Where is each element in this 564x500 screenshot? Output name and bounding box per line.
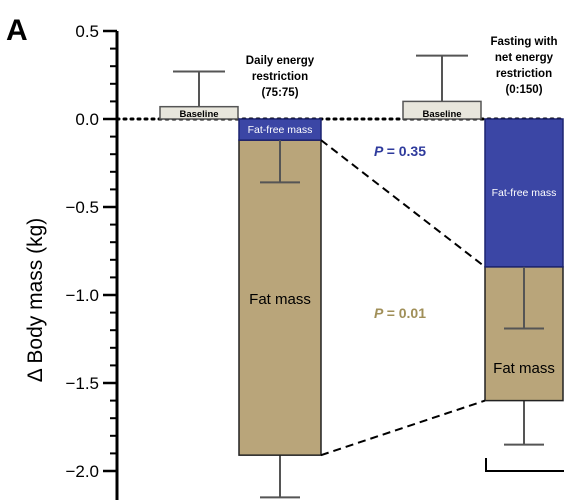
fm-connector-line [320, 399, 486, 457]
y-tick-label: 0.5 [75, 22, 99, 41]
fasting-restriction-fat-free-mass-label: Fat-free mass [492, 187, 557, 199]
daily-restriction-group-label: restriction [252, 71, 308, 83]
ffm-connector-line [320, 139, 486, 268]
daily-restriction-baseline-error [173, 70, 225, 107]
fasting-restriction-fat-free-mass-error [504, 266, 544, 330]
y-tick-label: −0.5 [65, 198, 99, 217]
fasting-restriction-group-label: Fasting with [490, 36, 557, 48]
labels: Baseline Fat-free mass Fat mass Daily energ… [179, 36, 557, 377]
daily-restriction-baseline-bar [159, 105, 239, 120]
fasting-restriction-fat-mass-label: Fat mass [493, 360, 555, 377]
y-tick-label: −1.5 [65, 374, 99, 393]
bottom-bracket [485, 458, 564, 472]
daily-restriction-fat-mass-bar [238, 139, 322, 456]
y-tick-label: −2.0 [65, 462, 99, 481]
p-value-fat-mass: P = 0.01 [374, 305, 426, 321]
y-tick-label: −1.0 [65, 286, 99, 305]
bars [159, 54, 564, 499]
fasting-restriction-group-label: net energy [495, 52, 554, 64]
panel-letter: A [6, 14, 28, 47]
p-symbol: P [374, 305, 387, 321]
fasting-restriction-fat-mass-error [504, 400, 544, 446]
daily-restriction-baseline-label: Baseline [179, 109, 218, 120]
y-axis-label: Δ Body mass (kg) [24, 218, 47, 383]
fasting-restriction-group-label: (0:150) [505, 84, 542, 96]
p-value-number: = 0.35 [387, 143, 427, 159]
daily-restriction-fat-mass-error [260, 455, 300, 499]
daily-restriction-group-label: Daily energy [246, 55, 315, 67]
y-tick-label: 0.0 [75, 110, 99, 129]
p-symbol: P [374, 143, 387, 159]
fasting-restriction-fat-free-mass-bar [484, 118, 564, 268]
daily-restriction-group-label: (75:75) [261, 87, 298, 99]
daily-restriction-fat-free-mass-error [260, 140, 300, 184]
fasting-restriction-baseline-error [416, 54, 468, 102]
y-axis: 0.5 0.0 −0.5 −1.0 −1.5 −2.0 [65, 22, 564, 500]
fasting-restriction-baseline-bar [402, 100, 482, 120]
daily-restriction-fat-free-mass-label: Fat-free mass [248, 124, 313, 136]
p-value-number: = 0.01 [387, 305, 427, 321]
fasting-restriction-baseline-label: Baseline [422, 109, 461, 120]
p-value-fat-free-mass: P = 0.35 [374, 143, 426, 159]
daily-restriction-fat-mass-label: Fat mass [249, 291, 311, 308]
fasting-restriction-group-label: restriction [496, 68, 552, 80]
